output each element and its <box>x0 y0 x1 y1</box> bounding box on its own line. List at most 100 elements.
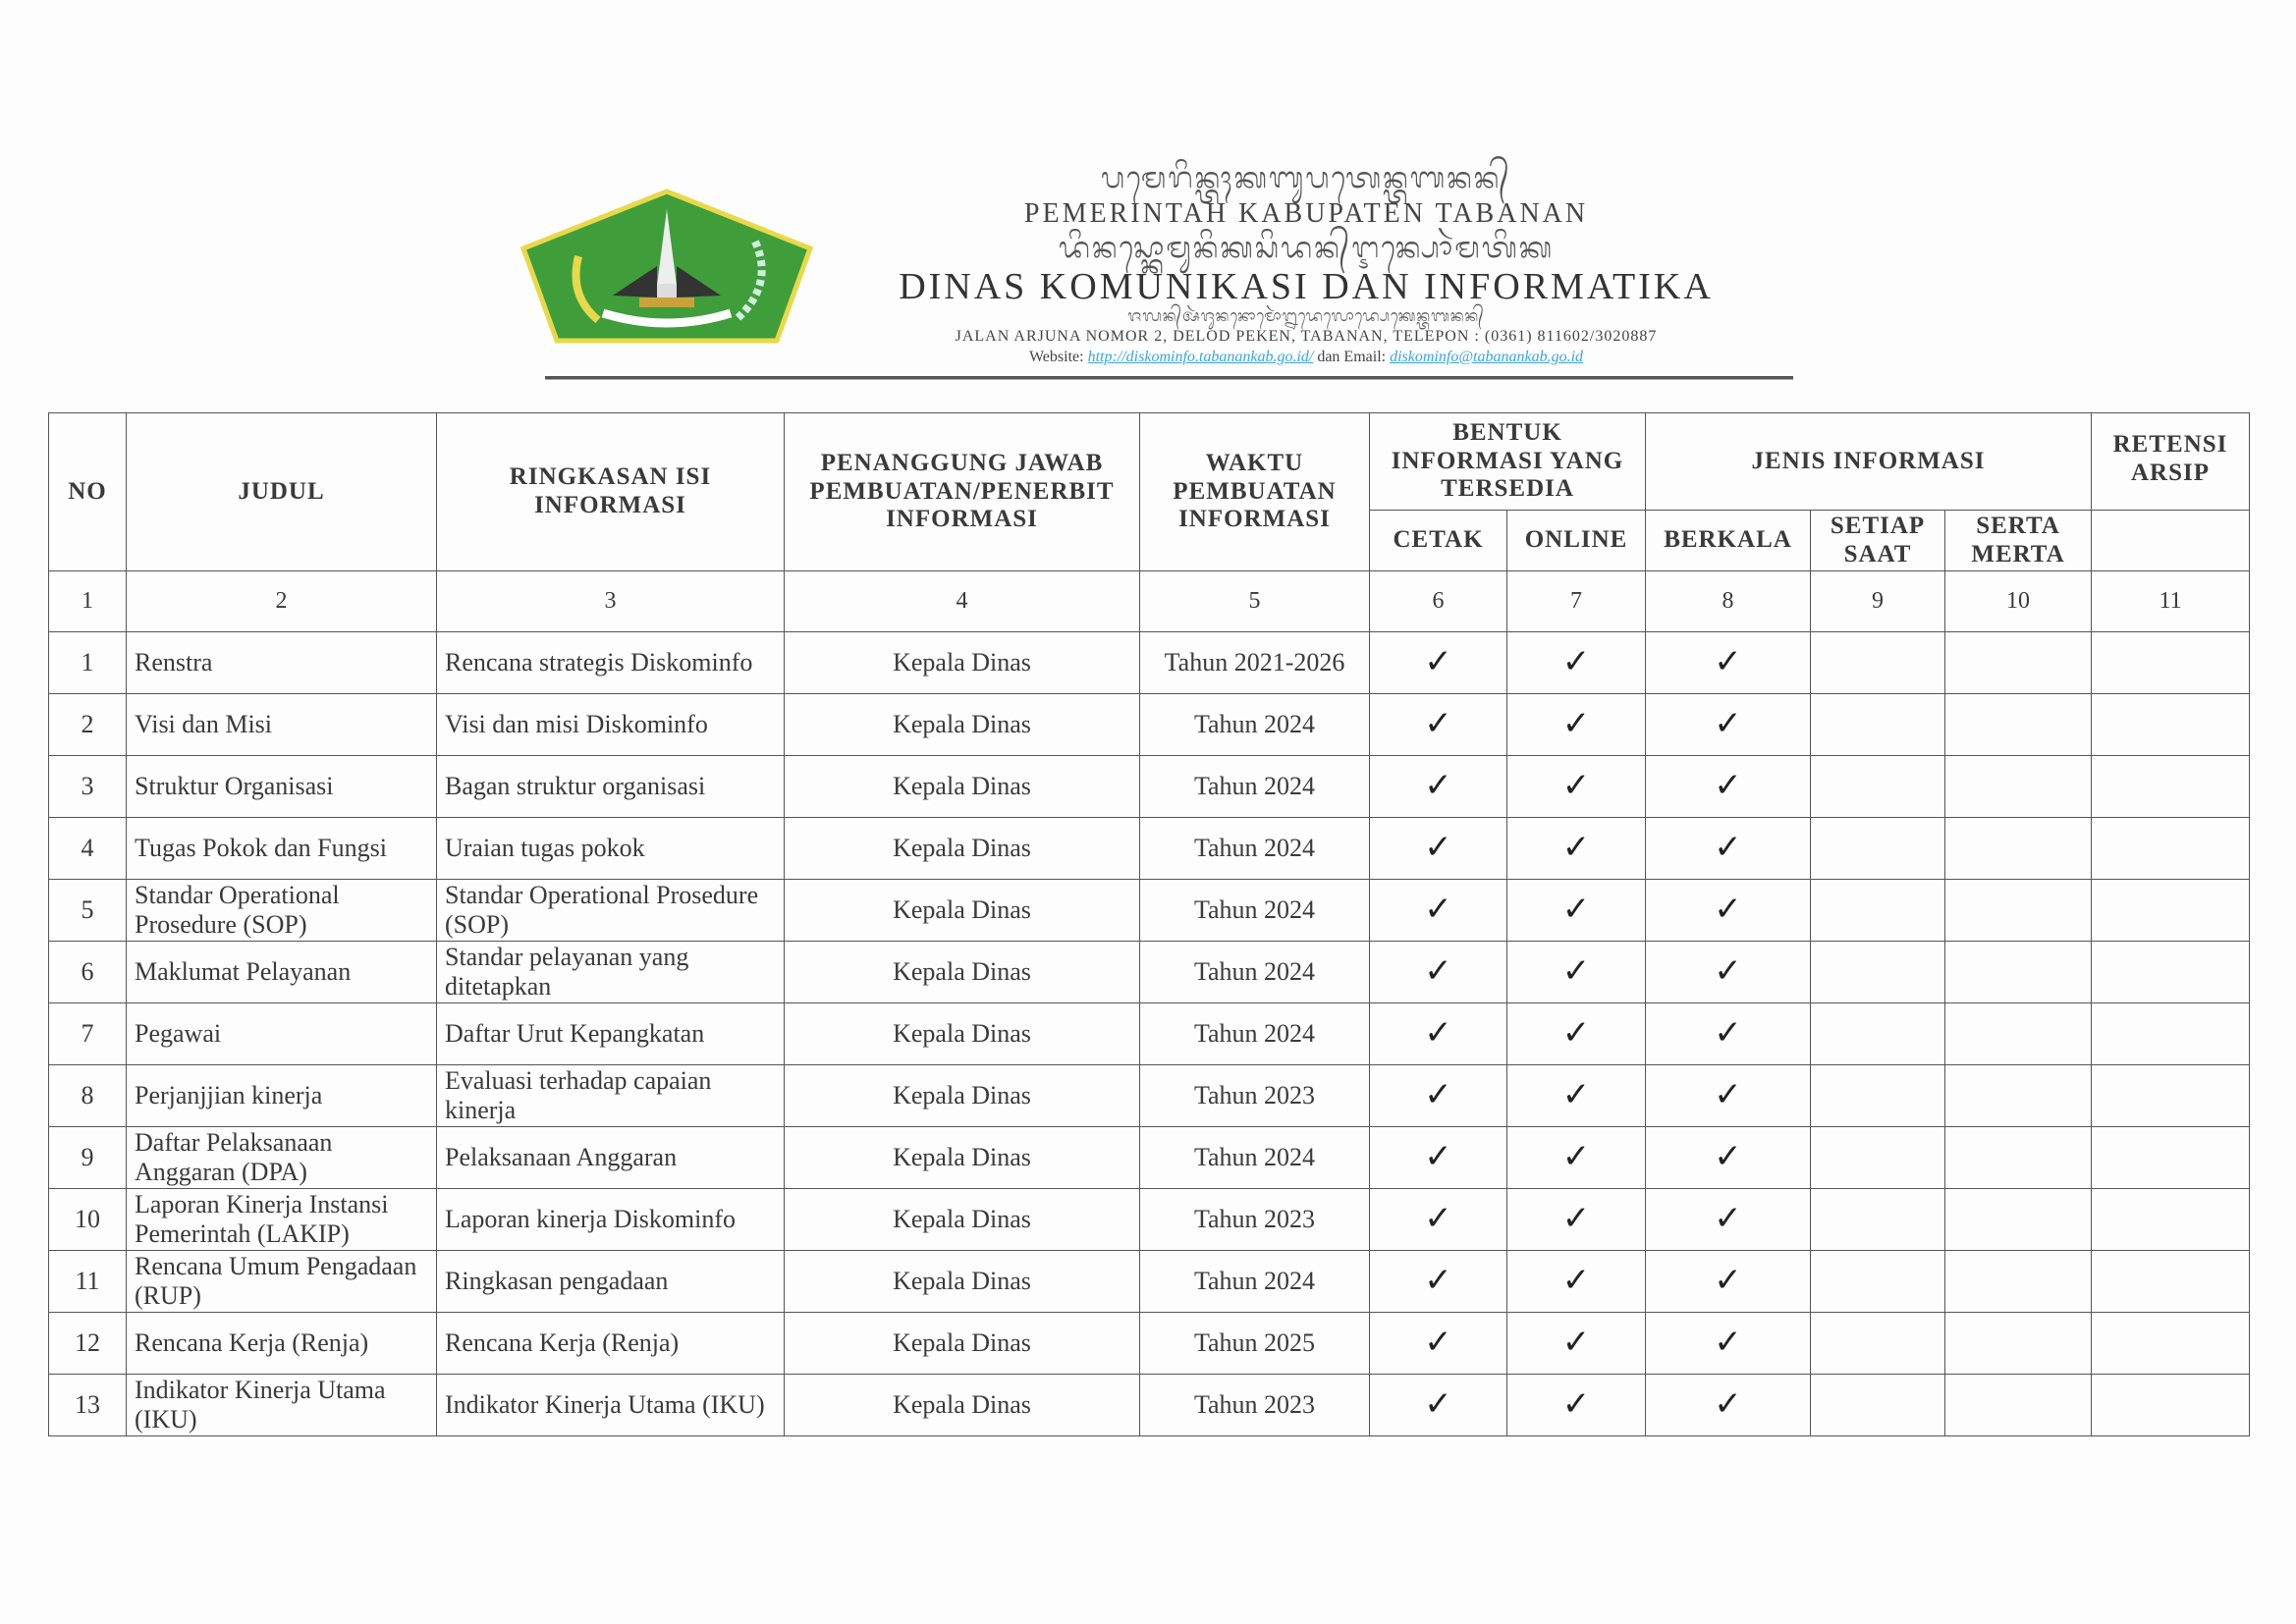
online-cell: ✓ <box>1505 693 1647 756</box>
retensi-cell <box>2091 941 2251 1003</box>
retensi-cell <box>2091 1312 2251 1375</box>
address: JALAN ARJUNA NOMOR 2, DELOD PEKEN, TABAN… <box>955 328 1658 345</box>
cetak-cell: ✓ <box>1369 631 1507 694</box>
judul-cell: Rencana Kerja (Renja) <box>126 1312 437 1375</box>
ringkasan-cell: Bagan struktur organisasi <box>436 755 785 818</box>
judul-cell: Standar Operational Prosedure (SOP) <box>126 879 437 942</box>
cetak-cell: ✓ <box>1369 1374 1507 1436</box>
table-row: 13 Indikator Kinerja Utama (IKU) Indikator… <box>48 1374 2251 1436</box>
tabanan-regency-logo <box>519 189 814 344</box>
checkmark-icon: ✓ <box>1714 1261 1742 1301</box>
serta-merta-cell <box>1944 941 2093 1003</box>
online-cell: ✓ <box>1505 1064 1647 1127</box>
setiap-saat-cell <box>1810 879 1946 942</box>
column-number-row: 1 2 3 4 5 6 7 8 9 10 11 <box>48 570 2251 632</box>
online-cell: ✓ <box>1505 1374 1647 1436</box>
waktu-cell: Tahun 2023 <box>1139 1188 1370 1251</box>
checkmark-icon: ✓ <box>1424 1384 1452 1425</box>
waktu-cell: Tahun 2024 <box>1139 1126 1370 1189</box>
column-number: 4 <box>784 570 1140 632</box>
agency-name: DINAS KOMUNIKASI DAN INFORMATIKA <box>899 266 1714 307</box>
column-number: 9 <box>1810 570 1946 632</box>
judul-cell: Rencana Umum Pengadaan (RUP) <box>126 1250 437 1313</box>
information-list-table: NO JUDUL RINGKASAN ISI INFORMASI PENANGG… <box>48 412 2251 1436</box>
retensi-cell <box>2091 1188 2251 1251</box>
ringkasan-cell: Indikator Kinerja Utama (IKU) <box>436 1374 785 1436</box>
table-row: 1 Renstra Rencana strategis Diskominfo Kepa… <box>48 631 2251 694</box>
ringkasan-cell: Ringkasan pengadaan <box>436 1250 785 1313</box>
checkmark-icon: ✓ <box>1424 1261 1452 1301</box>
website-label: Website: <box>1028 349 1084 365</box>
checkmark-icon: ✓ <box>1561 951 1591 992</box>
serta-merta-cell <box>1944 1064 2093 1127</box>
checkmark-icon: ✓ <box>1561 766 1591 806</box>
serta-merta-cell <box>1944 1312 2093 1375</box>
row-number: 11 <box>48 1250 127 1313</box>
berkala-cell: ✓ <box>1645 817 1812 880</box>
setiap-saat-cell <box>1810 693 1946 756</box>
header-online: ONLINE <box>1505 510 1647 571</box>
ringkasan-cell: Rencana Kerja (Renja) <box>436 1312 785 1375</box>
cetak-cell: ✓ <box>1369 755 1507 818</box>
ringkasan-cell: Standar Operational Prosedure (SOP) <box>436 879 785 942</box>
header-ringkasan: RINGKASAN ISI INFORMASI <box>436 412 785 571</box>
website-link[interactable]: http://diskominfo.tabanankab.go.id/ <box>1087 349 1314 365</box>
waktu-cell: Tahun 2024 <box>1139 1002 1370 1065</box>
setiap-saat-cell <box>1810 1188 1946 1251</box>
checkmark-icon: ✓ <box>1424 704 1452 744</box>
header-retensi: RETENSI ARSIP <box>2091 412 2251 511</box>
table-row: 10 Laporan Kinerja Instansi Pemerintah (L… <box>48 1188 2251 1251</box>
table-row: 6 Maklumat Pelayanan Standar pelayanan yan… <box>48 941 2251 1003</box>
penanggung-jawab-cell: Kepala Dinas <box>784 1374 1140 1436</box>
waktu-cell: Tahun 2024 <box>1139 755 1370 818</box>
checkmark-icon: ✓ <box>1424 1137 1452 1177</box>
penanggung-jawab-cell: Kepala Dinas <box>784 1126 1140 1189</box>
cetak-cell: ✓ <box>1369 817 1507 880</box>
row-number: 13 <box>48 1374 127 1436</box>
judul-cell: Renstra <box>126 631 437 694</box>
ringkasan-cell: Daftar Urut Kepangkatan <box>436 1002 785 1065</box>
judul-cell: Visi dan Misi <box>126 693 437 756</box>
retensi-cell <box>2091 1002 2251 1065</box>
checkmark-icon: ✓ <box>1424 1199 1452 1239</box>
checkmark-icon: ✓ <box>1561 828 1591 868</box>
waktu-cell: Tahun 2024 <box>1139 817 1370 880</box>
penanggung-jawab-cell: Kepala Dinas <box>784 1002 1140 1065</box>
column-number: 3 <box>436 570 785 632</box>
cetak-cell: ✓ <box>1369 1064 1507 1127</box>
berkala-cell: ✓ <box>1645 1312 1812 1375</box>
retensi-cell <box>2091 1064 2251 1127</box>
retensi-cell <box>2091 755 2251 818</box>
table-row: 5 Standar Operational Prosedure (SOP) Stan… <box>48 879 2251 942</box>
letterhead-divider <box>545 376 1793 380</box>
row-number: 8 <box>48 1064 127 1127</box>
berkala-cell: ✓ <box>1645 1002 1812 1065</box>
penanggung-jawab-cell: Kepala Dinas <box>784 1064 1140 1127</box>
berkala-cell: ✓ <box>1645 1126 1812 1189</box>
setiap-saat-cell <box>1810 817 1946 880</box>
berkala-cell: ✓ <box>1645 941 1812 1003</box>
cetak-cell: ✓ <box>1369 1250 1507 1313</box>
contact-line: Website: http://diskominfo.tabanankab.go… <box>805 349 1807 366</box>
checkmark-icon: ✓ <box>1561 1075 1591 1115</box>
checkmark-icon: ✓ <box>1714 1323 1742 1363</box>
checkmark-icon: ✓ <box>1424 951 1452 992</box>
row-number: 2 <box>48 693 127 756</box>
retensi-cell <box>2091 631 2251 694</box>
judul-cell: Pegawai <box>126 1002 437 1065</box>
judul-cell: Struktur Organisasi <box>126 755 437 818</box>
checkmark-icon: ✓ <box>1561 704 1591 744</box>
penanggung-jawab-cell: Kepala Dinas <box>784 879 1140 942</box>
checkmark-icon: ✓ <box>1714 766 1742 806</box>
row-number: 9 <box>48 1126 127 1189</box>
email-link[interactable]: diskominfo@tabanankab.go.id <box>1390 349 1584 365</box>
waktu-cell: Tahun 2025 <box>1139 1312 1370 1375</box>
header-berkala: BERKALA <box>1645 510 1812 571</box>
checkmark-icon: ✓ <box>1561 1384 1591 1425</box>
cetak-cell: ✓ <box>1369 879 1507 942</box>
serta-merta-cell <box>1944 1188 2093 1251</box>
judul-cell: Indikator Kinerja Utama (IKU) <box>126 1374 437 1436</box>
retensi-cell <box>2091 1374 2251 1436</box>
cetak-cell: ✓ <box>1369 1312 1507 1375</box>
column-number: 8 <box>1645 570 1812 632</box>
